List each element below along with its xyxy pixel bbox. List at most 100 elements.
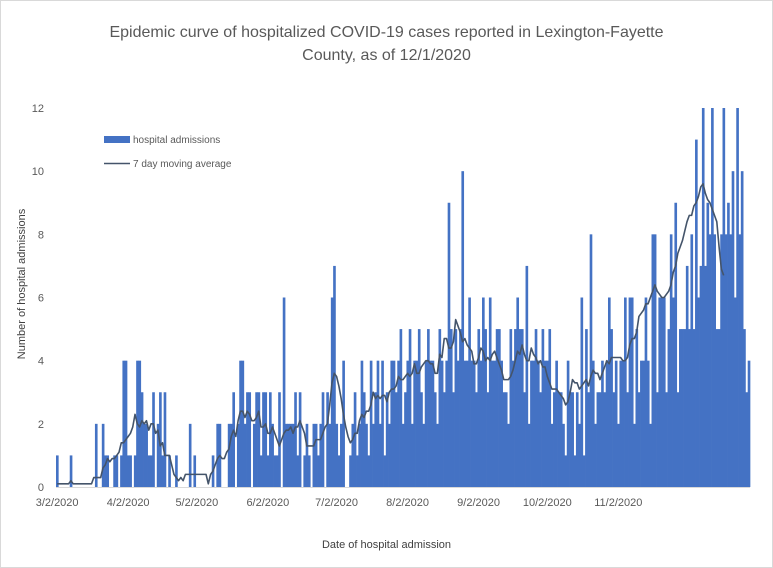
bar xyxy=(163,392,167,487)
x-tick-label: 3/2/2020 xyxy=(36,497,79,509)
bar xyxy=(475,392,478,487)
bar xyxy=(662,297,666,487)
bar xyxy=(465,360,469,487)
bar xyxy=(358,423,361,487)
bar xyxy=(530,360,533,487)
bar xyxy=(255,392,258,487)
bar xyxy=(161,455,165,487)
bar xyxy=(607,297,611,487)
bar xyxy=(397,360,400,487)
bar xyxy=(269,392,272,487)
bar xyxy=(598,392,602,487)
bar xyxy=(152,392,155,487)
bar xyxy=(456,360,460,487)
bar xyxy=(303,455,307,487)
bar xyxy=(665,392,668,487)
bar xyxy=(56,455,59,487)
bar xyxy=(156,423,160,487)
bar xyxy=(612,392,616,487)
bar xyxy=(175,455,178,487)
bar xyxy=(429,360,432,487)
bar xyxy=(640,360,643,487)
bar xyxy=(106,455,110,487)
bar xyxy=(374,392,378,487)
bar xyxy=(708,234,712,487)
bar xyxy=(243,423,247,487)
legend-line-label: 7 day moving average xyxy=(133,159,232,170)
bar xyxy=(193,455,197,487)
y-tick-label: 10 xyxy=(32,166,44,178)
bar xyxy=(569,392,572,487)
bar xyxy=(291,423,295,487)
bar xyxy=(649,423,652,487)
bar xyxy=(147,455,151,487)
bar xyxy=(509,329,513,487)
bar xyxy=(424,360,428,487)
bar xyxy=(294,392,297,487)
bar xyxy=(321,392,325,487)
bar xyxy=(500,360,503,487)
x-tick-label: 7/2/2020 xyxy=(315,497,358,509)
bar xyxy=(587,392,591,487)
bar xyxy=(266,455,270,487)
bar xyxy=(646,360,650,487)
bar xyxy=(246,392,249,487)
bar xyxy=(562,423,565,487)
bar xyxy=(362,392,366,487)
bar xyxy=(452,392,455,487)
bar xyxy=(621,360,625,487)
bar xyxy=(614,360,618,487)
bar xyxy=(216,423,219,487)
bar xyxy=(536,360,540,487)
bar xyxy=(589,234,593,487)
bar xyxy=(633,423,636,487)
bar xyxy=(282,297,286,487)
y-tick-label: 4 xyxy=(38,356,44,368)
bar xyxy=(381,360,384,487)
bar xyxy=(298,392,302,487)
bar xyxy=(431,360,435,487)
bar xyxy=(468,297,471,487)
bar xyxy=(724,234,728,487)
bar xyxy=(443,392,446,487)
x-tick-label: 6/2/2020 xyxy=(246,497,289,509)
bar xyxy=(585,329,588,487)
bar xyxy=(541,329,545,487)
y-tick-label: 12 xyxy=(32,103,44,115)
bar xyxy=(715,329,719,487)
bar xyxy=(580,297,584,487)
bar xyxy=(532,360,536,487)
bar xyxy=(353,392,357,487)
bar xyxy=(454,329,458,487)
bar xyxy=(461,171,465,487)
bar xyxy=(445,360,449,487)
bar xyxy=(578,423,581,487)
y-tick-label: 6 xyxy=(38,293,44,305)
bar xyxy=(550,423,554,487)
bar xyxy=(610,329,613,487)
bar xyxy=(115,455,119,487)
bar xyxy=(575,392,579,487)
bar xyxy=(342,360,345,487)
bar xyxy=(385,392,389,487)
bar xyxy=(619,360,623,487)
bar xyxy=(738,234,742,487)
bar xyxy=(459,329,462,487)
bar xyxy=(484,329,487,487)
bar xyxy=(314,423,318,487)
bar xyxy=(658,297,662,487)
chart-title-line-1: Epidemic curve of hospitalized COVID-19 … xyxy=(109,24,664,41)
bar xyxy=(617,423,620,487)
bar xyxy=(626,392,629,487)
bar xyxy=(422,423,426,487)
bar xyxy=(635,329,639,487)
bar xyxy=(159,392,162,487)
bar xyxy=(257,392,261,487)
bar xyxy=(573,455,577,487)
bar xyxy=(690,234,694,487)
bar xyxy=(307,455,311,487)
bar xyxy=(317,455,320,487)
bar xyxy=(727,202,730,487)
bar xyxy=(312,423,316,487)
bar xyxy=(188,423,192,487)
